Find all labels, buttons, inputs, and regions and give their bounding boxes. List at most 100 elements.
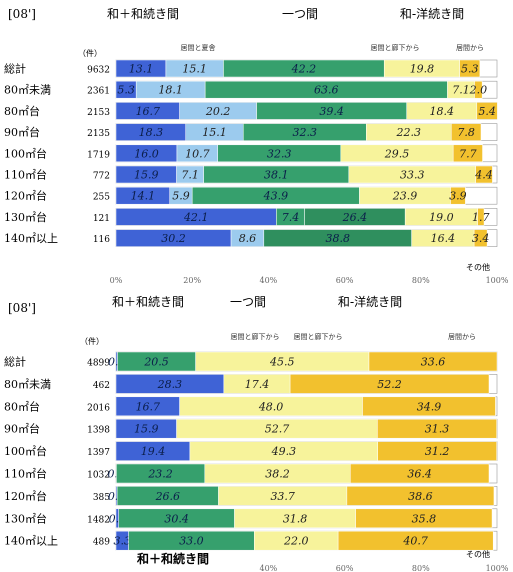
category-label: 80㎡未満 [4, 378, 51, 391]
data-label: 4.4 [474, 169, 493, 182]
data-label: 7.8 [457, 126, 475, 139]
data-label: 3.3 [114, 535, 132, 548]
unit-label: （件） [78, 48, 102, 58]
count-label: 1719 [87, 150, 110, 160]
data-label: 38.1 [264, 169, 289, 182]
category-label: 120㎡台 [4, 489, 47, 503]
x-tick-label: 20% [183, 276, 201, 285]
data-label: 10.7 [185, 147, 210, 160]
sub-label: 居間と夏舎 [181, 44, 216, 52]
data-label: 5.3 [461, 63, 479, 76]
data-label: 15.9 [134, 169, 159, 182]
sub-label: 居間と廊下から [294, 332, 343, 341]
data-label: 18.4 [430, 105, 455, 118]
count-label: 9632 [87, 66, 110, 76]
data-label: 19.8 [410, 63, 435, 76]
count-label: 1482 [87, 515, 110, 525]
data-label: 16.0 [134, 147, 159, 160]
count-label: 462 [93, 381, 110, 391]
count-label: 255 [93, 193, 110, 203]
x-tick-label: 60% [336, 564, 354, 572]
sub-label: 居間と廊下から [231, 332, 280, 341]
data-label: 22.0 [283, 535, 309, 548]
category-label: 100㎡台 [4, 146, 47, 160]
category-label: 130㎡台 [4, 511, 47, 525]
bar-segment [289, 374, 490, 394]
bar-segment [451, 123, 482, 141]
sub-label: 居間から [448, 333, 476, 341]
bottom-label: 和＋和続き間 [136, 551, 209, 566]
header-label: 和＋和続き間 [107, 7, 179, 21]
data-label: 5.3 [117, 84, 135, 97]
data-label: 32.3 [293, 126, 318, 139]
category-label: 90㎡台 [4, 125, 40, 139]
x-tick-label: 100% [486, 276, 509, 285]
count-label: 2016 [87, 403, 110, 413]
header-label: 和＋和続き間 [112, 295, 184, 309]
data-label: 34.9 [417, 400, 442, 413]
data-label: 5.9 [172, 190, 190, 203]
data-label: 39.4 [319, 105, 344, 118]
bar-segment [350, 463, 490, 484]
data-label: 14.1 [131, 190, 156, 203]
bar-segment [355, 508, 493, 529]
bar-segment [450, 186, 466, 205]
bar-segment [476, 102, 498, 120]
data-label: 35.8 [412, 512, 437, 525]
data-label: 28.3 [157, 378, 183, 391]
data-label: 20.2 [205, 105, 231, 118]
data-label: 17.4 [245, 378, 270, 391]
data-label: 40.7 [402, 535, 428, 548]
data-label: 20.5 [143, 356, 169, 369]
data-label: 43.9 [263, 190, 289, 203]
bar-segment [474, 80, 483, 99]
x-tick-label: 0% [110, 276, 123, 285]
data-label: 49.3 [271, 445, 297, 458]
chart-title: [08'] [8, 7, 36, 21]
data-label: 5.4 [478, 105, 496, 118]
bar-segment [452, 144, 483, 163]
category-label: 130㎡台 [4, 210, 47, 224]
data-label: 16.7 [136, 105, 161, 118]
data-label: 42.1 [183, 211, 209, 224]
data-label: 7.7 [459, 147, 477, 160]
sub-label: 居間から [456, 44, 484, 52]
count-label: 385 [93, 493, 110, 503]
header-label: 一つ間 [282, 7, 318, 21]
data-label: 23.2 [147, 468, 173, 481]
data-label: 2.0 [469, 84, 488, 97]
data-label: 3.9 [449, 190, 467, 203]
data-label: 19.0 [429, 211, 454, 224]
count-label: 116 [93, 235, 110, 245]
x-tick-label: 100% [486, 564, 509, 572]
count-label: 1398 [87, 426, 110, 436]
category-label: 100㎡台 [4, 444, 47, 458]
chart-title: [08'] [8, 301, 36, 315]
data-label: 29.5 [384, 147, 410, 160]
x-tick-label: 80% [412, 564, 430, 572]
data-label: 33.3 [400, 169, 425, 182]
bar-segment [477, 208, 485, 226]
data-label: 16.4 [431, 232, 456, 245]
data-label: 15.9 [134, 423, 159, 436]
category-label: 80㎡台 [4, 399, 40, 413]
category-label: 総計 [4, 355, 26, 369]
data-label: 31.2 [425, 445, 450, 458]
data-label: 30.2 [161, 232, 186, 245]
bar-segment [362, 396, 496, 417]
data-label: 15.1 [182, 63, 207, 76]
data-label: 3.4 [472, 232, 490, 245]
data-label: 19.4 [141, 445, 166, 458]
data-label: 18.3 [139, 126, 164, 139]
data-label: 31.8 [283, 512, 308, 525]
data-label: 7.4 [282, 211, 300, 224]
category-label: 80㎡台 [4, 104, 40, 118]
data-label: 23.9 [392, 190, 418, 203]
category-label: 140㎡以上 [4, 232, 58, 245]
data-label: 8.6 [239, 232, 257, 245]
data-label: 22.3 [396, 126, 422, 139]
category-label: 80㎡未満 [4, 84, 51, 97]
data-label: 26.4 [342, 211, 368, 224]
data-label: 7.1 [452, 84, 470, 97]
